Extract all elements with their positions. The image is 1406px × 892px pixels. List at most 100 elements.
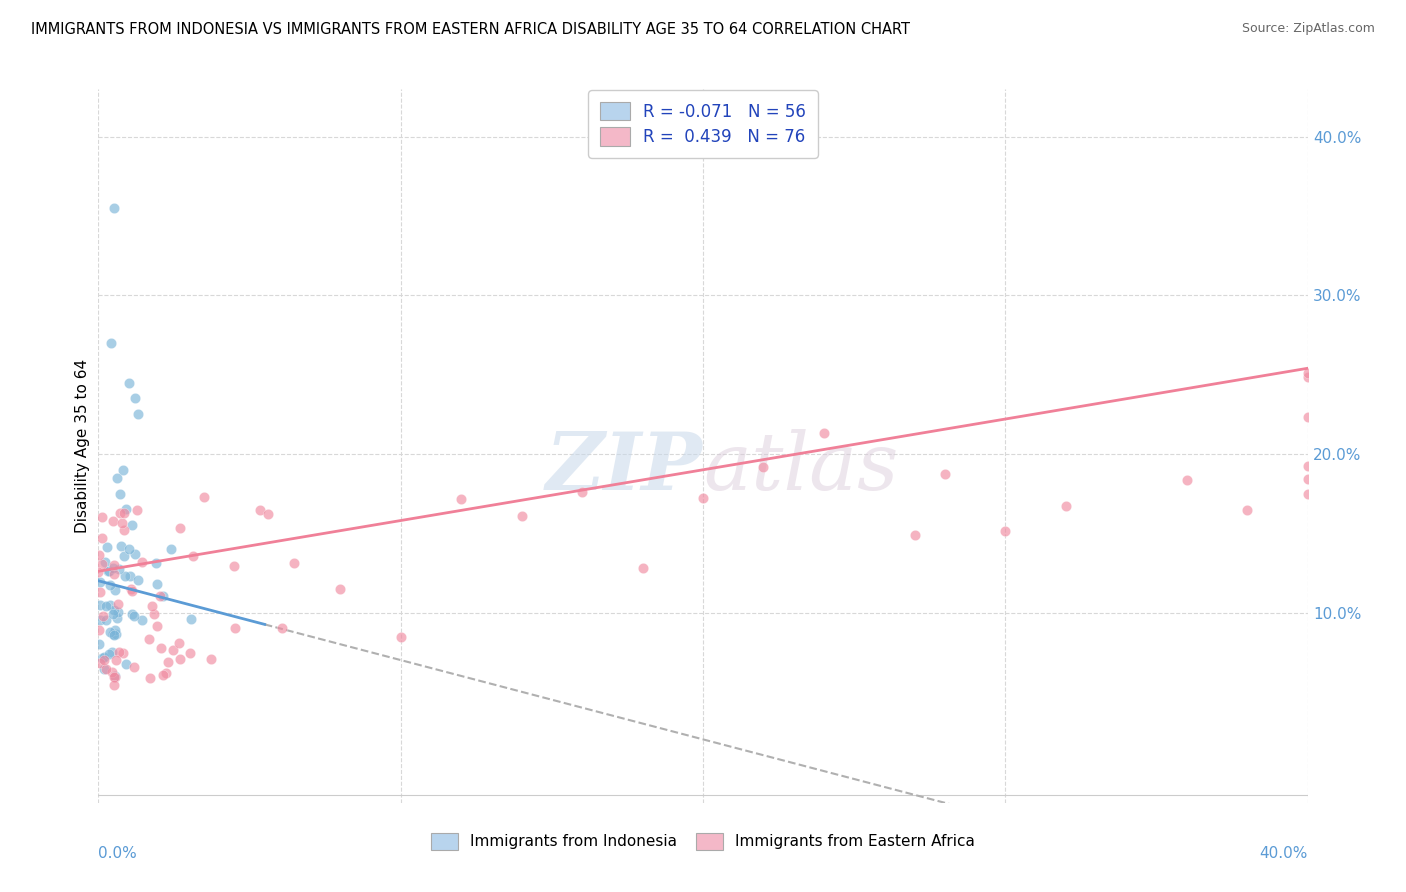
Point xyxy=(114,569,136,583)
Point xyxy=(145,577,167,591)
Point xyxy=(97,564,120,578)
Point xyxy=(87,637,110,651)
Point xyxy=(127,503,149,517)
Point xyxy=(1236,502,1258,516)
Point xyxy=(96,662,118,676)
Point xyxy=(127,574,149,588)
Point xyxy=(152,589,174,603)
Point xyxy=(813,425,835,440)
Point xyxy=(115,657,138,671)
Point xyxy=(257,507,280,521)
Point xyxy=(1296,409,1319,424)
Point xyxy=(107,597,129,611)
Y-axis label: Disability Age 35 to 64: Disability Age 35 to 64 xyxy=(75,359,90,533)
Point xyxy=(114,502,136,516)
Point xyxy=(118,542,141,557)
Point xyxy=(103,603,125,617)
Point xyxy=(122,608,145,623)
Point xyxy=(1296,486,1319,500)
Point xyxy=(103,561,125,575)
Point xyxy=(93,662,115,676)
Point xyxy=(90,651,112,665)
Point xyxy=(271,621,294,635)
Point xyxy=(224,622,246,636)
Point xyxy=(510,508,533,523)
Point xyxy=(131,613,153,627)
Point xyxy=(111,646,134,660)
Point xyxy=(167,636,190,650)
Point xyxy=(934,467,956,481)
Point xyxy=(571,485,593,500)
Point xyxy=(90,557,112,571)
Text: IMMIGRANTS FROM INDONESIA VS IMMIGRANTS FROM EASTERN AFRICA DISABILITY AGE 35 TO: IMMIGRANTS FROM INDONESIA VS IMMIGRANTS … xyxy=(31,22,910,37)
Point xyxy=(112,523,135,537)
Point xyxy=(103,566,125,581)
Point xyxy=(89,613,111,627)
Point xyxy=(124,547,146,561)
Point xyxy=(180,612,202,626)
Point xyxy=(121,607,143,621)
Point xyxy=(193,490,215,504)
Point xyxy=(138,672,160,686)
Point xyxy=(224,559,246,574)
Point xyxy=(87,548,110,562)
Point xyxy=(98,647,121,661)
Point xyxy=(200,651,222,665)
Point xyxy=(1296,458,1319,473)
Point xyxy=(249,503,271,517)
Point xyxy=(122,660,145,674)
Point xyxy=(752,460,775,475)
Point xyxy=(91,531,114,545)
Point xyxy=(105,653,128,667)
Point xyxy=(103,670,125,684)
Point xyxy=(89,585,111,599)
Point xyxy=(104,669,127,683)
Point xyxy=(169,521,191,535)
Point xyxy=(121,518,143,533)
Point xyxy=(112,549,135,564)
Point xyxy=(94,613,117,627)
Point xyxy=(96,599,118,613)
Point xyxy=(111,463,134,477)
Point xyxy=(450,491,472,506)
Point xyxy=(101,627,124,641)
Point xyxy=(127,407,149,421)
Point xyxy=(169,652,191,666)
Point xyxy=(101,665,124,679)
Point xyxy=(143,607,166,622)
Point xyxy=(162,643,184,657)
Point xyxy=(96,565,118,579)
Point xyxy=(101,514,124,528)
Point xyxy=(105,611,128,625)
Point xyxy=(1054,499,1077,513)
Point xyxy=(108,645,131,659)
Point xyxy=(98,625,121,640)
Point xyxy=(181,549,204,564)
Point xyxy=(112,506,135,520)
Point xyxy=(89,575,111,590)
Point xyxy=(118,569,141,583)
Point xyxy=(105,627,128,641)
Point xyxy=(118,376,141,390)
Point xyxy=(105,471,128,485)
Point xyxy=(108,561,131,575)
Point xyxy=(98,578,121,592)
Point xyxy=(994,524,1017,538)
Point xyxy=(329,582,352,596)
Point xyxy=(91,608,114,623)
Point xyxy=(138,632,160,647)
Point xyxy=(104,583,127,598)
Point xyxy=(89,599,111,613)
Point xyxy=(108,486,131,500)
Point xyxy=(103,558,125,572)
Point xyxy=(157,655,180,669)
Point xyxy=(149,589,172,603)
Point xyxy=(283,556,305,570)
Text: atlas: atlas xyxy=(703,429,898,506)
Point xyxy=(93,650,115,665)
Point xyxy=(120,582,142,596)
Text: 40.0%: 40.0% xyxy=(1260,846,1308,861)
Point xyxy=(904,528,927,542)
Legend: Immigrants from Indonesia, Immigrants from Eastern Africa: Immigrants from Indonesia, Immigrants fr… xyxy=(425,827,981,855)
Point xyxy=(87,566,110,580)
